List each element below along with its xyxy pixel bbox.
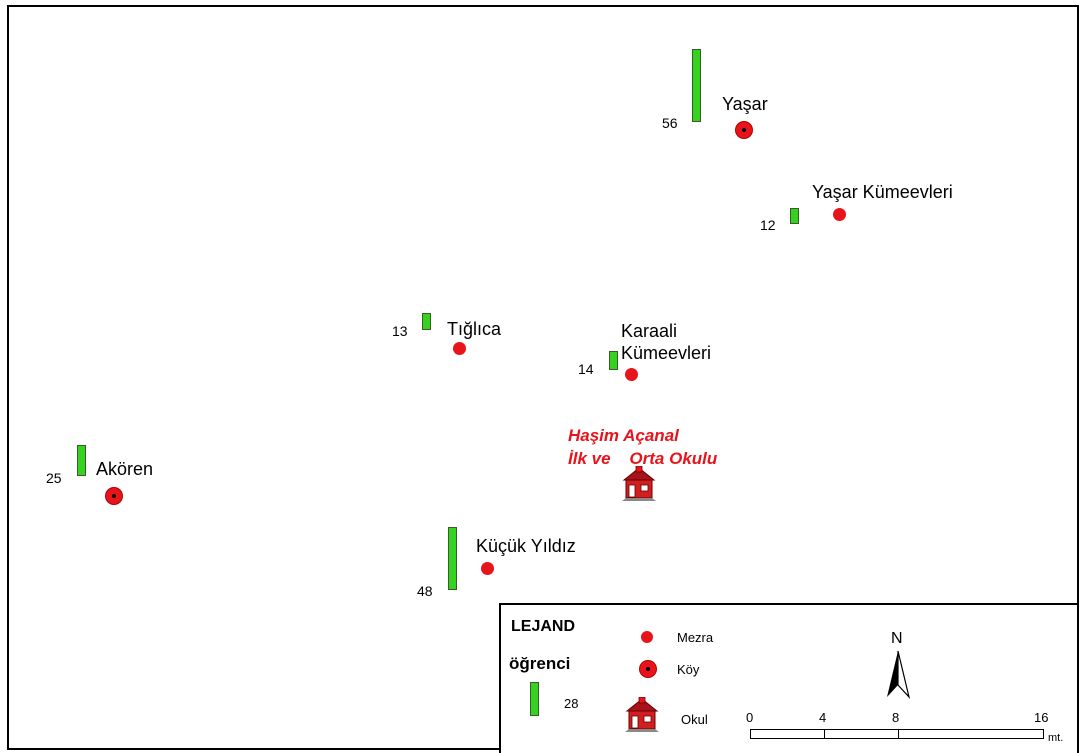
student-bar-yasar-kumeevleri: [790, 208, 799, 224]
scale-segment-1: [750, 729, 825, 739]
school-name-line2: İlk ve Orta Okulu: [568, 449, 718, 468]
scale-segment-2: [824, 729, 899, 739]
legend-mezra-label: Mezra: [677, 630, 714, 645]
student-count-yasar-kumeevleri: 12: [760, 217, 776, 233]
mezra-marker-kucuk-yildiz: [481, 562, 494, 575]
legend-box: LEJAND öğrenci 28 Mezra Köy Okul N 0 4 8…: [499, 603, 1079, 753]
legend-student-bar: [530, 682, 539, 716]
place-label-tiglica: Tığlıca: [447, 319, 502, 339]
place-label-karaali-line2: Kümeevleri: [621, 343, 712, 363]
legend-sample-count: 28: [564, 696, 579, 711]
student-count-karaali: 14: [578, 361, 594, 377]
koy-marker-yasar: [736, 122, 752, 138]
school-icon: [622, 466, 656, 501]
student-bar-akoren: [77, 445, 86, 476]
student-bar-kucuk-yildiz: [448, 527, 457, 590]
place-label-yasar-kumeevleri: Yaşar Kümeevleri: [812, 182, 953, 202]
student-bar-karaali: [609, 351, 618, 370]
mezra-marker-tiglica: [453, 342, 466, 355]
student-bar-yasar: [692, 49, 701, 122]
legend-okul-label: Okul: [681, 712, 708, 727]
scale-unit: mt.: [1048, 732, 1064, 744]
legend-title: LEJAND: [511, 618, 576, 635]
scale-tick-4: 4: [819, 710, 827, 725]
north-label: N: [891, 630, 903, 647]
school-name-line1: Haşim Açanal: [568, 426, 679, 445]
legend-students-label: öğrenci: [509, 654, 571, 673]
legend-koy-label: Köy: [677, 662, 700, 677]
student-count-kucuk-yildiz: 48: [417, 583, 433, 599]
legend-koy-icon: [640, 661, 656, 677]
student-count-tiglica: 13: [392, 323, 408, 339]
mezra-marker-karaali: [625, 368, 638, 381]
place-label-karaali-line1: Karaali: [621, 321, 678, 341]
koy-marker-akoren: [106, 488, 122, 504]
north-arrow-icon: [887, 650, 911, 700]
legend-mezra-icon: [641, 631, 653, 643]
student-count-yasar: 56: [662, 115, 678, 131]
place-label-akoren: Akören: [96, 459, 154, 479]
scale-tick-0: 0: [746, 710, 754, 725]
place-label-yasar: Yaşar: [722, 94, 768, 114]
scale-tick-8: 8: [892, 710, 900, 725]
student-bar-tiglica: [422, 313, 431, 330]
legend-school-icon: [625, 697, 659, 732]
student-count-akoren: 25: [46, 470, 62, 486]
scale-tick-16: 16: [1034, 710, 1049, 725]
mezra-marker-yasar-kumeevleri: [833, 208, 846, 221]
place-label-kucuk-yildiz: Küçük Yıldız: [476, 536, 576, 556]
scale-segment-3: [898, 729, 1044, 739]
